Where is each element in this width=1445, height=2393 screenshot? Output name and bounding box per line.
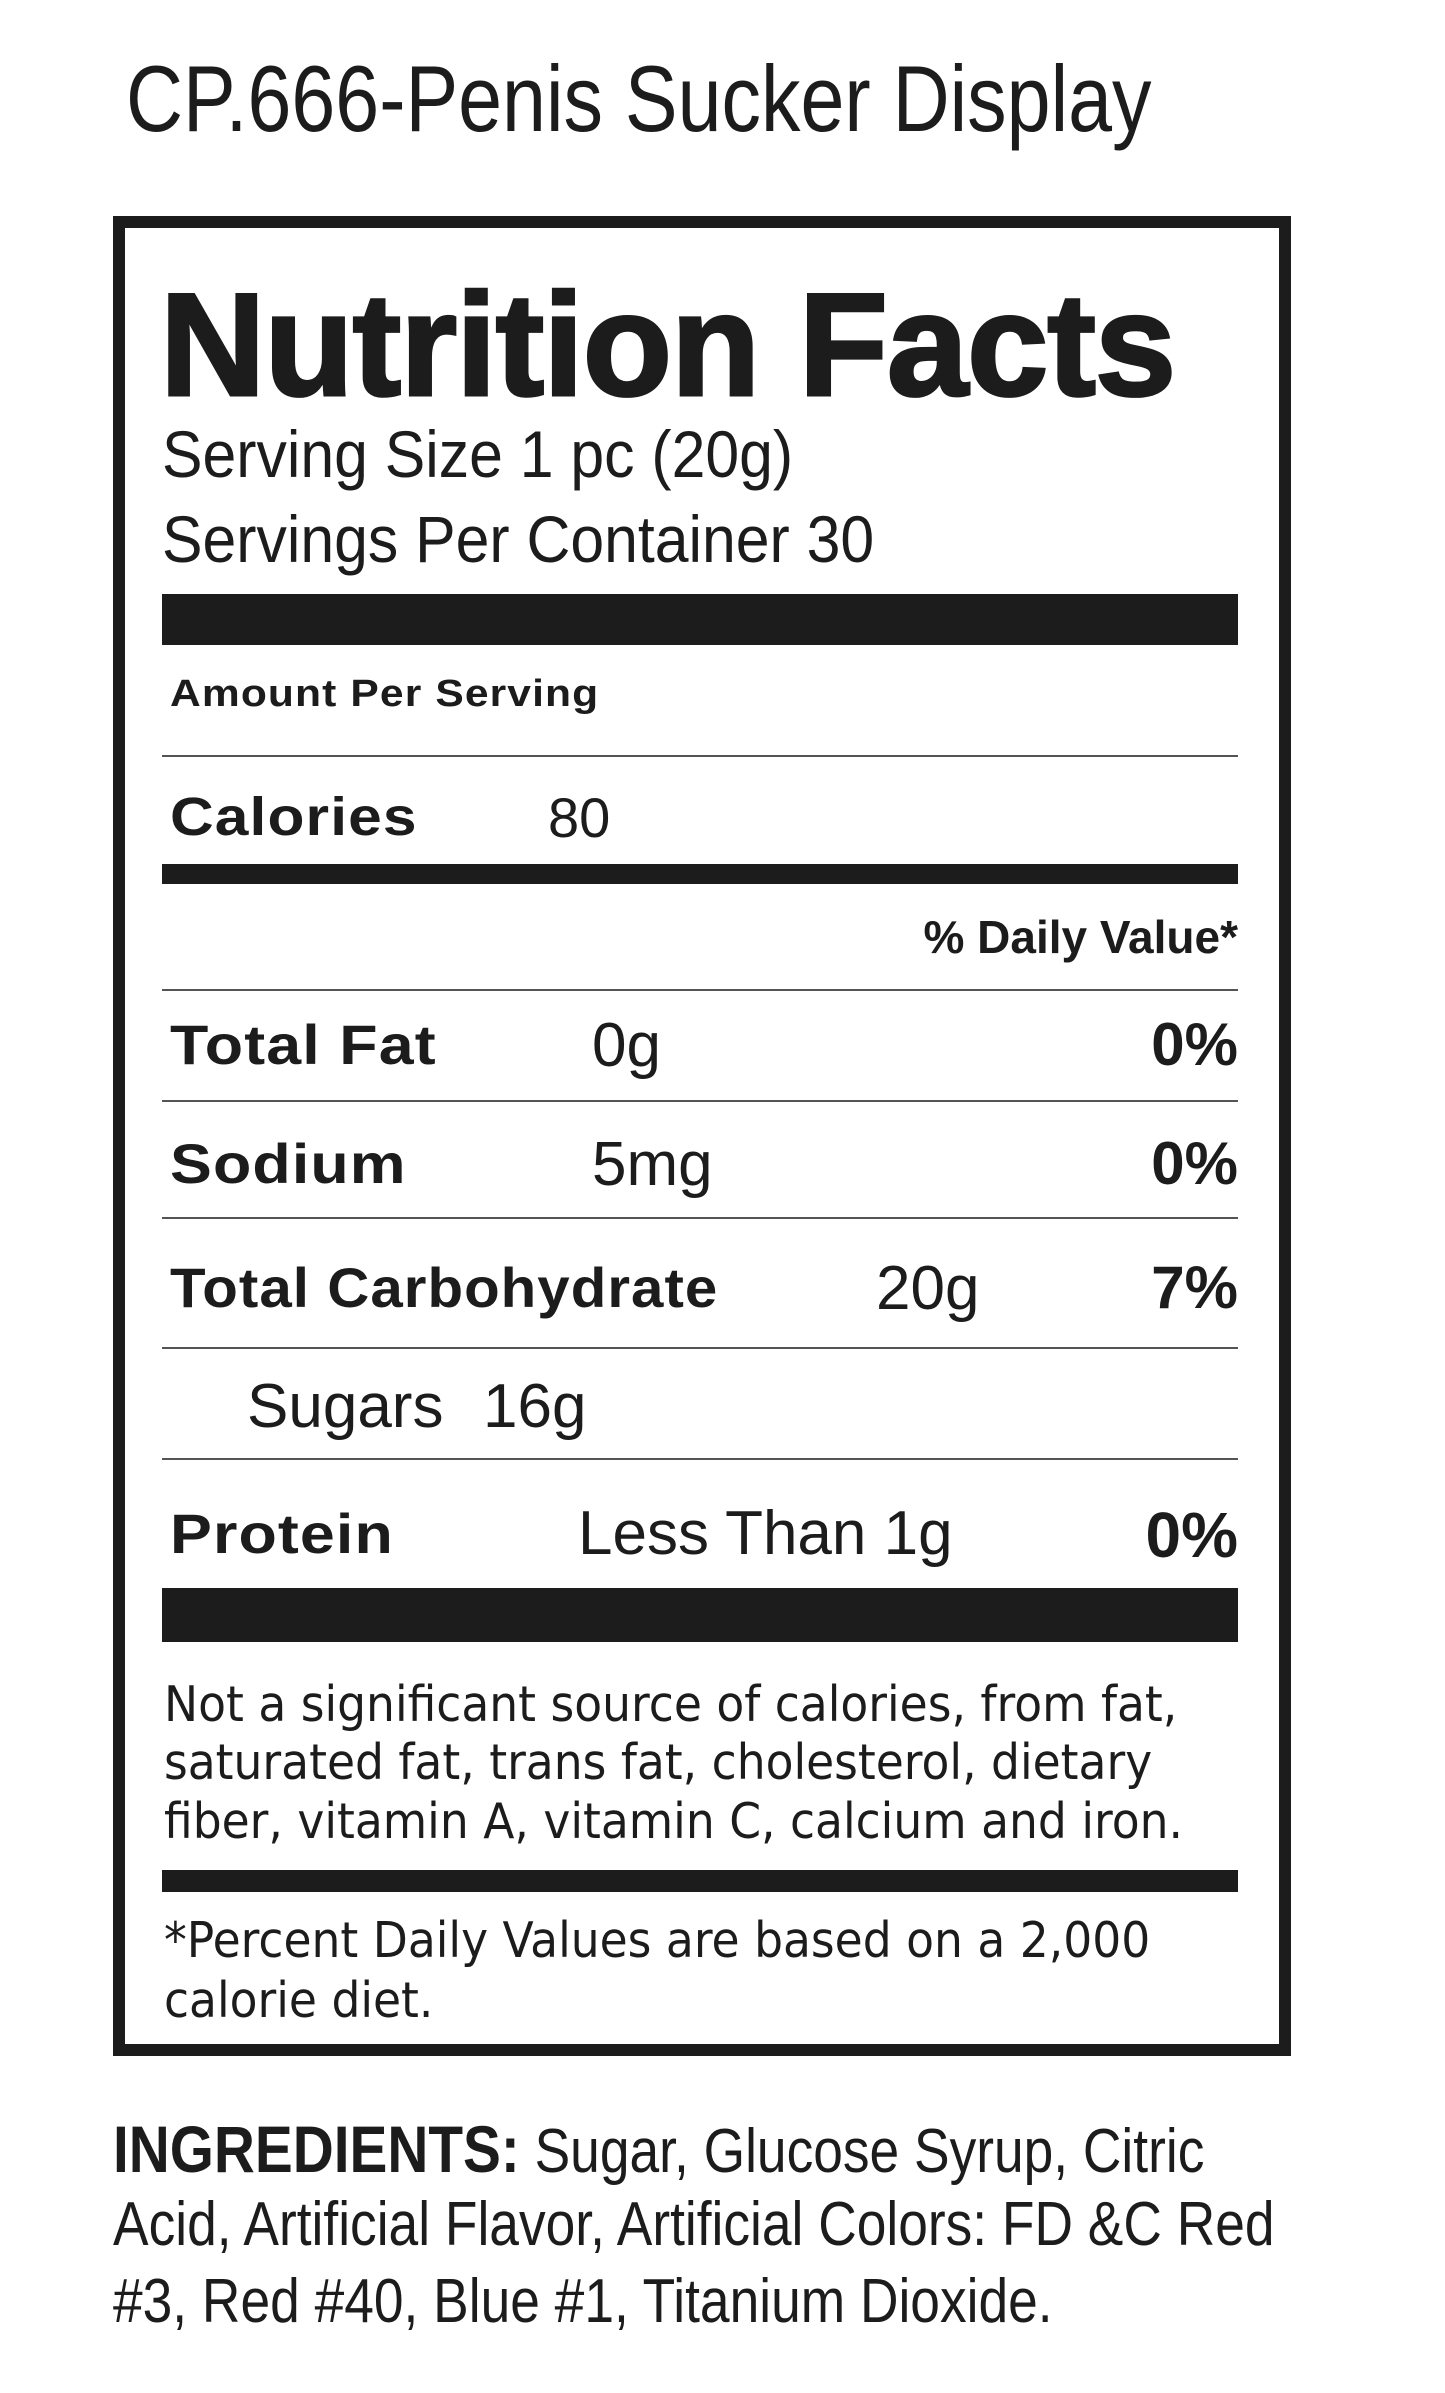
ingredients-line: INGREDIENTS: Sugar, Glucose Syrup, Citri…: [113, 2116, 1204, 2183]
nutrient-amount-total-carbohydrate: 20g: [876, 1254, 980, 1323]
nutrient-amount-sodium: 5mg: [592, 1130, 713, 1199]
footnote-line: saturated fat, trans fat, cholesterol, d…: [164, 1734, 1153, 1791]
nutrient-dv-sodium: 0%: [1151, 1130, 1238, 1197]
nutrient-dv-total-carbohydrate: 7%: [1151, 1254, 1238, 1321]
ingredients-text: Sugar, Glucose Syrup, Citric: [519, 2117, 1205, 2186]
nutrient-name-sodium: Sodium: [170, 1132, 407, 1195]
nutrient-name-protein: Protein: [170, 1502, 394, 1565]
nutrient-name-total-carbohydrate: Total Carbohydrate: [170, 1256, 719, 1319]
divider: [162, 989, 1238, 991]
medium-divider: [162, 1870, 1238, 1892]
nutrition-facts-heading: Nutrition Facts: [158, 263, 1177, 426]
calories-value: 80: [548, 786, 611, 849]
nutrient-amount-total-fat: 0g: [592, 1011, 661, 1080]
divider: [162, 1458, 1238, 1460]
nutrition-facts-panel: [113, 216, 1291, 2056]
daily-value-note-line: calorie diet.: [164, 1972, 434, 2029]
thick-divider: [162, 1588, 1238, 1642]
divider: [162, 1347, 1238, 1349]
nutrient-name-total-fat: Total Fat: [170, 1013, 437, 1076]
ingredients-line: #3, Red #40, Blue #1, Titanium Dioxide.: [113, 2267, 1053, 2336]
nutrient-name-sugars: Sugars: [247, 1372, 444, 1441]
product-title: CP.666-Penis Sucker Display: [126, 46, 1152, 151]
daily-value-note-line: *Percent Daily Values are based on a 2,0…: [164, 1912, 1151, 1969]
divider: [162, 1100, 1238, 1102]
ingredients-label: INGREDIENTS:: [113, 2112, 520, 2186]
calories-label: Calories: [170, 787, 418, 847]
daily-value-header: % Daily Value*: [923, 911, 1239, 963]
ingredients-line: Acid, Artificial Flavor, Artificial Colo…: [113, 2190, 1275, 2259]
footnote-line: fiber, vitamin A, vitamin C, calcium and…: [164, 1793, 1183, 1850]
divider: [162, 755, 1238, 757]
amount-per-serving: Amount Per Serving: [170, 673, 600, 715]
nutrient-amount-sugars: 16g: [483, 1372, 587, 1441]
servings-per-container: Servings Per Container 30: [162, 502, 875, 576]
nutrient-dv-total-fat: 0%: [1151, 1011, 1238, 1078]
nutrient-dv-protein: 0%: [1145, 1499, 1239, 1571]
medium-divider: [162, 864, 1238, 884]
divider: [162, 1217, 1238, 1219]
footnote-line: Not a significant source of calories, fr…: [164, 1676, 1178, 1733]
nutrient-amount-protein: Less Than 1g: [578, 1499, 953, 1568]
thick-divider: [162, 594, 1238, 645]
serving-size: Serving Size 1 pc (20g): [162, 417, 794, 491]
